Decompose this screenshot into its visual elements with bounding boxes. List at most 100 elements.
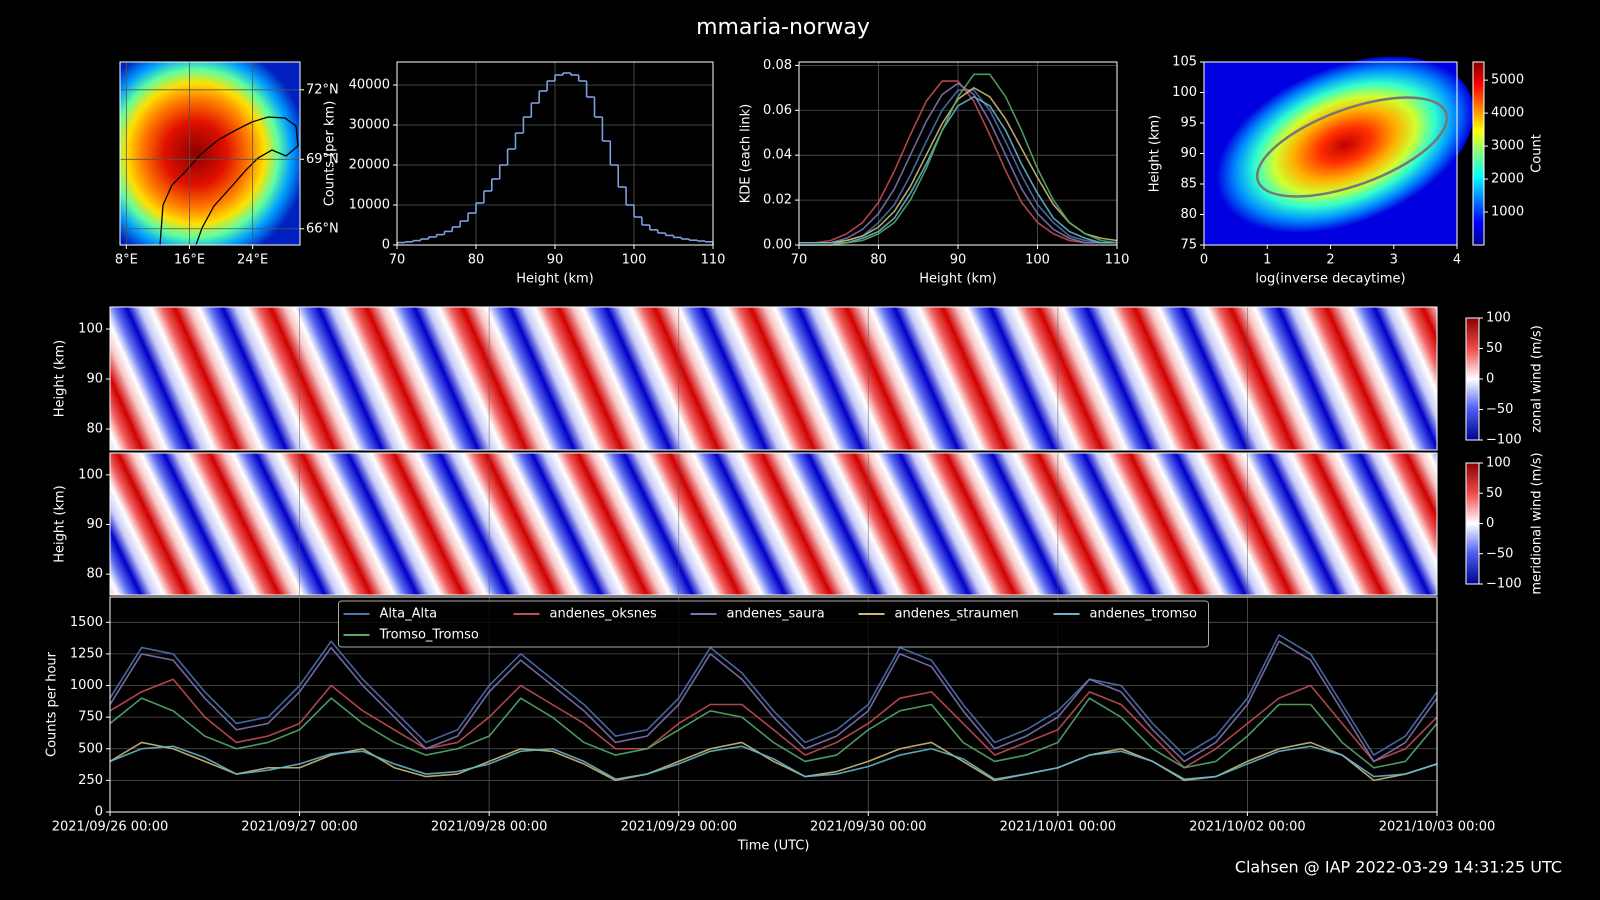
colorbar-tick-label: 0 [1486, 372, 1494, 387]
x-tick-label: 3 [1390, 253, 1398, 268]
series-line [799, 87, 1118, 244]
colorbar-tick-label: 4000 [1491, 106, 1524, 121]
figure-title: mmaria-norway [696, 15, 870, 40]
y-axis-label: Height (km) [1148, 115, 1163, 192]
y-tick-label: 100 [78, 467, 103, 482]
series-line [109, 634, 1438, 756]
axes-frame [109, 452, 1438, 596]
x-tick-label: 90 [547, 253, 564, 268]
x-tick-label: 24°E [237, 253, 268, 268]
colorbar-tick-label: 1000 [1491, 205, 1524, 220]
x-tick-label: 2021/10/03 00:00 [1379, 820, 1496, 835]
y-tick-label: 250 [78, 773, 103, 788]
y-tick-label: 750 [78, 710, 103, 725]
hist2d-image [1216, 56, 1474, 234]
x-tick-label: 100 [1025, 253, 1050, 268]
y-tick-label: 0 [382, 238, 390, 253]
colorbar-tick-label: 50 [1486, 341, 1503, 356]
colorbar-tick-label: 100 [1486, 456, 1511, 471]
coastline [159, 116, 299, 246]
series-line [799, 73, 1118, 246]
colorbar [1472, 61, 1485, 246]
axes-frame [109, 306, 1438, 451]
contour [1255, 96, 1449, 198]
y-tick-label: 0.06 [763, 103, 792, 118]
x-tick-label: 2021/09/27 00:00 [241, 820, 358, 835]
colorbar-label: Count [1530, 134, 1545, 173]
x-tick-label: 2021/09/26 00:00 [52, 820, 169, 835]
x-tick-label: 80 [468, 253, 485, 268]
x-tick-label: 2021/09/28 00:00 [431, 820, 548, 835]
colorbar-label: meridional wind (m/s) [1530, 452, 1545, 594]
colorbar-tick-label: −100 [1486, 433, 1522, 448]
x-tick-label: 110 [1105, 253, 1130, 268]
colorbar-tick-label: −100 [1486, 577, 1522, 592]
colorbar-tick-label: 50 [1486, 486, 1503, 501]
series-line [109, 697, 1438, 769]
series-line [799, 80, 1117, 244]
footer: Clahsen @ IAP 2022-03-29 14:31:25 UTC [1235, 858, 1562, 877]
legend-label: andenes_oksnes [550, 607, 657, 622]
axes-frame [119, 61, 301, 246]
y-tick-label: 100 [78, 322, 103, 337]
colorbar-label: zonal wind (m/s) [1530, 325, 1545, 433]
legend-label: andenes_straumen [895, 607, 1019, 622]
x-axis-label: log(inverse decaytime) [1255, 272, 1405, 287]
x-tick-label: 2021/09/30 00:00 [810, 820, 927, 835]
y-tick-label: 90 [86, 372, 103, 387]
x-tick-label: 80 [870, 253, 887, 268]
legend-label: Alta_Alta [380, 607, 438, 622]
y-tick-label: 80 [86, 422, 103, 437]
series-line [109, 640, 1438, 763]
y-tick-label: 500 [78, 741, 103, 756]
y-axis-label: Counts (per km) [323, 101, 338, 207]
y-tick-label: 1250 [70, 646, 103, 661]
x-tick-label: 2 [1326, 253, 1334, 268]
x-tick-label: 100 [622, 253, 647, 268]
y-tick-label: 90 [86, 517, 103, 532]
legend-label: andenes_saura [727, 607, 825, 622]
x-tick-label: 110 [701, 253, 726, 268]
y-tick-label: 95 [1180, 116, 1197, 131]
colorbar-tick-label: −50 [1486, 546, 1513, 561]
x-tick-label: 70 [389, 253, 406, 268]
y-tick-label: 40000 [349, 78, 390, 93]
y-axis-label: Height (km) [53, 485, 68, 562]
colorbar-tick-label: 100 [1486, 311, 1511, 326]
y-axis-label: Counts per hour [45, 651, 60, 757]
colorbar [1465, 317, 1480, 441]
y-tick-label: 80 [86, 567, 103, 582]
x-tick-label: 1 [1263, 253, 1271, 268]
y-tick-label: 90 [1180, 146, 1197, 161]
y-tick-label: 66°N [306, 221, 339, 236]
series-line [799, 82, 1117, 244]
x-axis-label: Time (UTC) [737, 839, 810, 854]
x-tick-label: 2021/10/02 00:00 [1189, 820, 1306, 835]
meridional-wind-image [110, 453, 1437, 595]
axes-frame [396, 61, 714, 246]
x-axis-label: Height (km) [516, 272, 593, 287]
legend-label: Tromso_Tromso [379, 628, 479, 643]
x-tick-label: 70 [791, 253, 808, 268]
legend-box [338, 600, 1209, 648]
axes-frame [109, 596, 1438, 813]
y-axis-label: Height (km) [53, 340, 68, 417]
colorbar [1465, 462, 1480, 585]
y-tick-label: 0.02 [763, 193, 792, 208]
zonal-wind-image [110, 307, 1437, 450]
y-axis-label: KDE (each link) [739, 104, 754, 204]
y-tick-label: 0.00 [763, 238, 792, 253]
y-tick-label: 1000 [70, 678, 103, 693]
colorbar-tick-label: 3000 [1491, 139, 1524, 154]
series-line [109, 678, 1438, 769]
y-tick-label: 105 [1172, 55, 1197, 70]
colorbar-tick-label: 0 [1486, 516, 1494, 531]
colorbar-tick-label: 5000 [1491, 73, 1524, 88]
y-tick-label: 10000 [349, 198, 390, 213]
x-tick-label: 16°E [174, 253, 205, 268]
y-tick-label: 100 [1172, 85, 1197, 100]
y-tick-label: 69°N [306, 152, 339, 167]
x-axis-label: Height (km) [919, 272, 996, 287]
